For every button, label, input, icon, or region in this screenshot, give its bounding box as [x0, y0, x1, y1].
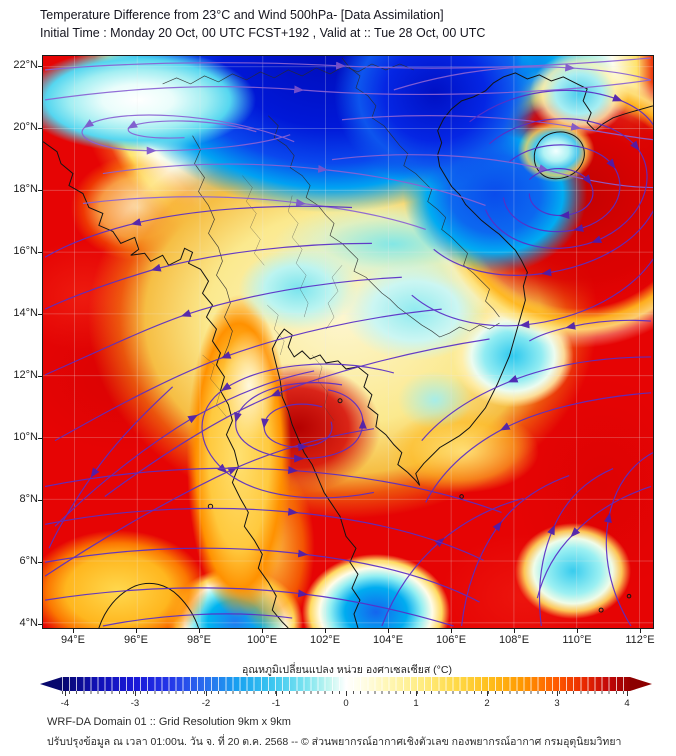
lat-tick-mark	[38, 500, 42, 501]
colorbar-tick-label: 2	[484, 698, 490, 709]
lat-tick-label: 14°N	[13, 307, 38, 319]
lat-tick-label: 22°N	[13, 59, 38, 71]
lon-tick-label: 94°E	[61, 634, 85, 646]
colorbar-tick-label: -2	[201, 698, 211, 709]
lat-tick-mark	[38, 438, 42, 439]
lon-tick-label: 110°E	[562, 634, 592, 646]
province-borders	[202, 175, 343, 421]
lon-tick-mark	[451, 629, 452, 633]
lon-tick-label: 102°E	[309, 634, 341, 646]
colorbar-tick-label: 0	[343, 698, 349, 709]
lon-tick-mark	[325, 629, 326, 633]
footer-domain-info: WRF-DA Domain 01 :: Grid Resolution 9km …	[47, 716, 291, 728]
lat-tick-label: 8°N	[19, 493, 38, 505]
lon-tick-mark	[577, 629, 578, 633]
footer-attribution: ปรับปรุงข้อมูล ณ เวลา 01:00น. วัน จ. ที่…	[47, 736, 622, 748]
lat-tick-label: 6°N	[19, 555, 38, 567]
map-plot-area	[42, 55, 654, 629]
colorbar-tick-mark	[627, 691, 628, 696]
wind-streamlines	[44, 57, 653, 627]
lon-tick-mark	[640, 629, 641, 633]
country-borders	[162, 57, 500, 358]
page-title: Temperature Difference from 23°C and Win…	[40, 8, 444, 22]
lat-tick-mark	[38, 66, 42, 67]
lat-tick-label: 12°N	[13, 369, 38, 381]
colorbar-tick-mark	[135, 691, 136, 696]
lon-tick-mark	[136, 629, 137, 633]
lon-tick-mark	[199, 629, 200, 633]
lon-tick-label: 98°E	[187, 634, 211, 646]
lon-tick-label: 112°E	[625, 634, 655, 646]
page-subtitle: Initial Time : Monday 20 Oct, 00 UTC FCS…	[40, 26, 486, 40]
lat-tick-label: 16°N	[13, 245, 38, 257]
colorbar-tick-label: -1	[271, 698, 281, 709]
lon-tick-mark	[388, 629, 389, 633]
colorbar-tick-mark	[346, 691, 347, 696]
colorbar-label: อุณหภูมิเปลี่ยนแปลง หน่วย องศาเซลเซียส (…	[242, 664, 452, 676]
colorbar-gradient	[62, 677, 630, 691]
colorbar-left-arrow	[40, 677, 62, 691]
sumatra-coast	[98, 583, 199, 628]
colorbar-tick-label: 3	[554, 698, 560, 709]
colorbar-tick-label: -4	[60, 698, 70, 709]
lon-tick-mark	[514, 629, 515, 633]
lon-tick-mark	[262, 629, 263, 633]
lat-tick-mark	[38, 624, 42, 625]
lat-tick-mark	[38, 314, 42, 315]
lon-tick-label: 96°E	[124, 634, 148, 646]
lon-tick-mark	[73, 629, 74, 633]
colorbar-tick-label: 4	[624, 698, 630, 709]
lat-tick-label: 20°N	[13, 121, 38, 133]
lat-tick-mark	[38, 252, 42, 253]
colorbar-tick-mark	[557, 691, 558, 696]
lat-tick-mark	[38, 190, 42, 191]
colorbar-tick-mark	[416, 691, 417, 696]
lat-tick-label: 10°N	[13, 431, 38, 443]
colorbar-tick-mark	[276, 691, 277, 696]
colorbar-tick-mark	[487, 691, 488, 696]
lat-tick-mark	[38, 128, 42, 129]
lon-tick-label: 104°E	[372, 634, 404, 646]
colorbar-tick-label: -3	[130, 698, 140, 709]
colorbar-tick-label: 1	[413, 698, 419, 709]
lon-tick-label: 106°E	[435, 634, 467, 646]
colorbar-tick-mark	[206, 691, 207, 696]
lon-tick-label: 108°E	[498, 634, 530, 646]
lon-tick-label: 100°E	[246, 634, 278, 646]
colorbar-tick-mark	[65, 691, 66, 696]
map-overlay	[43, 56, 653, 628]
lat-tick-mark	[38, 562, 42, 563]
graticule-grid	[43, 56, 653, 628]
colorbar-right-arrow	[630, 677, 652, 691]
coastline	[43, 72, 653, 628]
lat-tick-label: 18°N	[13, 183, 38, 195]
lat-tick-label: 4°N	[19, 617, 38, 629]
lat-tick-mark	[38, 376, 42, 377]
